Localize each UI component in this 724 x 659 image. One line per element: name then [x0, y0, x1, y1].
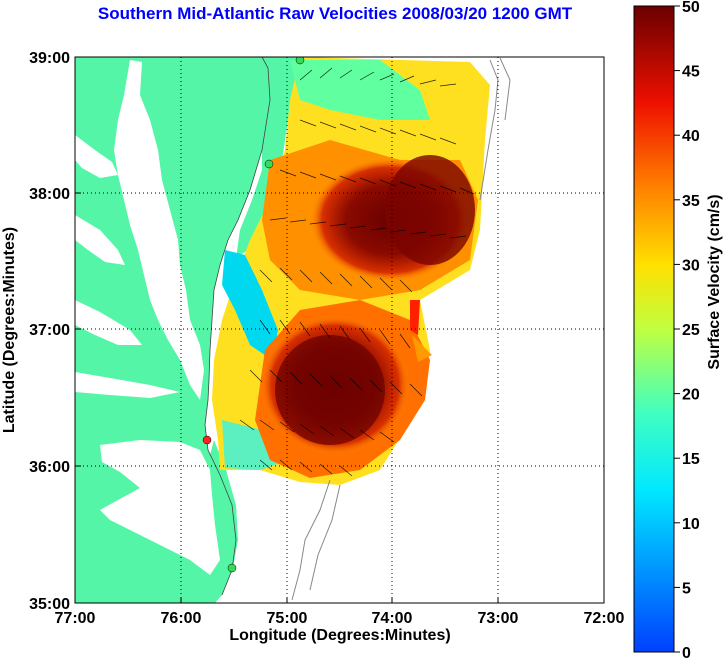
plot-frame: [74, 56, 605, 604]
map-title: Southern Mid-Atlantic Raw Velocities 200…: [97, 4, 573, 23]
colorbar-tick-label: 10: [682, 516, 700, 533]
velocity-arrows: [239, 67, 475, 477]
colorbar: [633, 5, 675, 653]
colorbar-tick-label: 30: [682, 257, 700, 274]
x-tick-label: 74:00: [372, 610, 413, 627]
y-axis-label: Latitude (Degrees:Minutes): [1, 227, 18, 433]
y-tick-label: 38:00: [29, 186, 70, 203]
colorbar-tick-label: 40: [682, 128, 700, 145]
colorbar-label: Surface Velocity (cm/s): [706, 194, 723, 369]
grid-lines: [75, 57, 604, 603]
colorbar-tick-label: 0: [682, 645, 691, 659]
pamlico-sound: [100, 440, 220, 575]
colorbar-tick-label: 5: [682, 580, 691, 597]
x-tick-label: 72:00: [584, 610, 625, 627]
station-marker: [227, 563, 237, 573]
station-marker-highlight: [202, 435, 212, 445]
x-tick-label: 76:00: [161, 610, 202, 627]
y-tick-label: 39:00: [29, 50, 70, 67]
y-tick-label: 36:00: [29, 459, 70, 476]
x-axis-label: Longitude (Degrees:Minutes): [229, 627, 450, 644]
velocity-field: [212, 57, 490, 485]
bathymetry-contours: [291, 57, 511, 601]
station-marker: [264, 159, 274, 169]
y-tick-label: 35:00: [29, 596, 70, 613]
y-tick-label: 37:00: [29, 322, 70, 339]
station-markers: [202, 57, 305, 573]
colorbar-tick-label: 20: [682, 387, 700, 404]
colorbar-tick-label: 15: [682, 451, 700, 468]
x-tick-label: 73:00: [478, 610, 519, 627]
x-tick-label: 77:00: [55, 610, 96, 627]
chesapeake-bay: [114, 60, 204, 400]
station-marker: [295, 57, 305, 65]
colorbar-tick-label: 25: [682, 322, 700, 339]
colorbar-tick-label: 35: [682, 193, 700, 210]
land-delmarva: [236, 57, 300, 258]
x-tick-label: 75:00: [267, 610, 308, 627]
colorbar-tick-label: 45: [682, 64, 700, 81]
colorbar-tick-label: 50: [682, 0, 700, 16]
